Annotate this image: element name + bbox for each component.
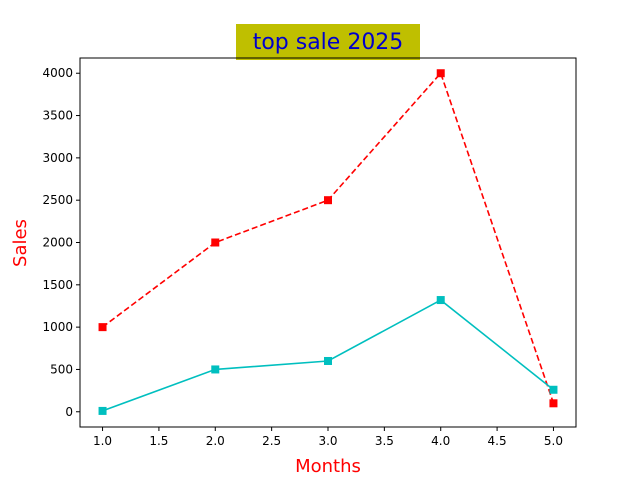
series-1-point [549, 399, 558, 408]
y-tick-label: 3500 [42, 109, 73, 123]
y-tick-label: 1000 [42, 320, 73, 334]
y-tick-label: 4000 [42, 66, 73, 80]
x-tick-label: 3.0 [318, 434, 337, 448]
axis-ticks: 1.0 1.5 2.0 2.5 3.0 3.5 4.0 4.5 5.0 0 500 1000 1500 2… [42, 66, 563, 448]
series-1-point [211, 238, 220, 247]
plot-area-frame [79, 57, 577, 428]
x-tick-label: 5.0 [544, 434, 563, 448]
y-tick-label: 1500 [42, 278, 73, 292]
y-axis-title: Sales [10, 219, 31, 267]
y-tick-label: 500 [50, 362, 73, 376]
y-tick-label: 3000 [42, 151, 73, 165]
series-layer [98, 69, 558, 415]
x-tick-label: 4.0 [431, 434, 450, 448]
chart-title: top sale 2025 [253, 30, 404, 55]
x-tick-label: 4.5 [488, 434, 507, 448]
series-2-point [324, 356, 332, 365]
series-2-point [98, 406, 107, 415]
x-tick-label: 2.5 [262, 434, 281, 448]
y-tick-label: 0 [65, 405, 73, 419]
x-tick-label: 3.5 [375, 434, 394, 448]
y-tick-label: 2500 [42, 193, 73, 207]
series-2-point [211, 365, 220, 374]
series-1-point [98, 323, 107, 332]
series-2-point [549, 385, 558, 394]
x-tick-label: 1.0 [93, 434, 112, 448]
series-2-point [436, 296, 445, 305]
series-1-point [324, 196, 332, 205]
y-tick-label: 2000 [42, 236, 73, 250]
series-1-point [436, 69, 445, 78]
x-tick-label: 1.5 [149, 434, 168, 448]
chart-title-background [236, 24, 420, 60]
x-tick-label: 2.0 [206, 434, 225, 448]
x-axis-title: Months [295, 456, 361, 477]
